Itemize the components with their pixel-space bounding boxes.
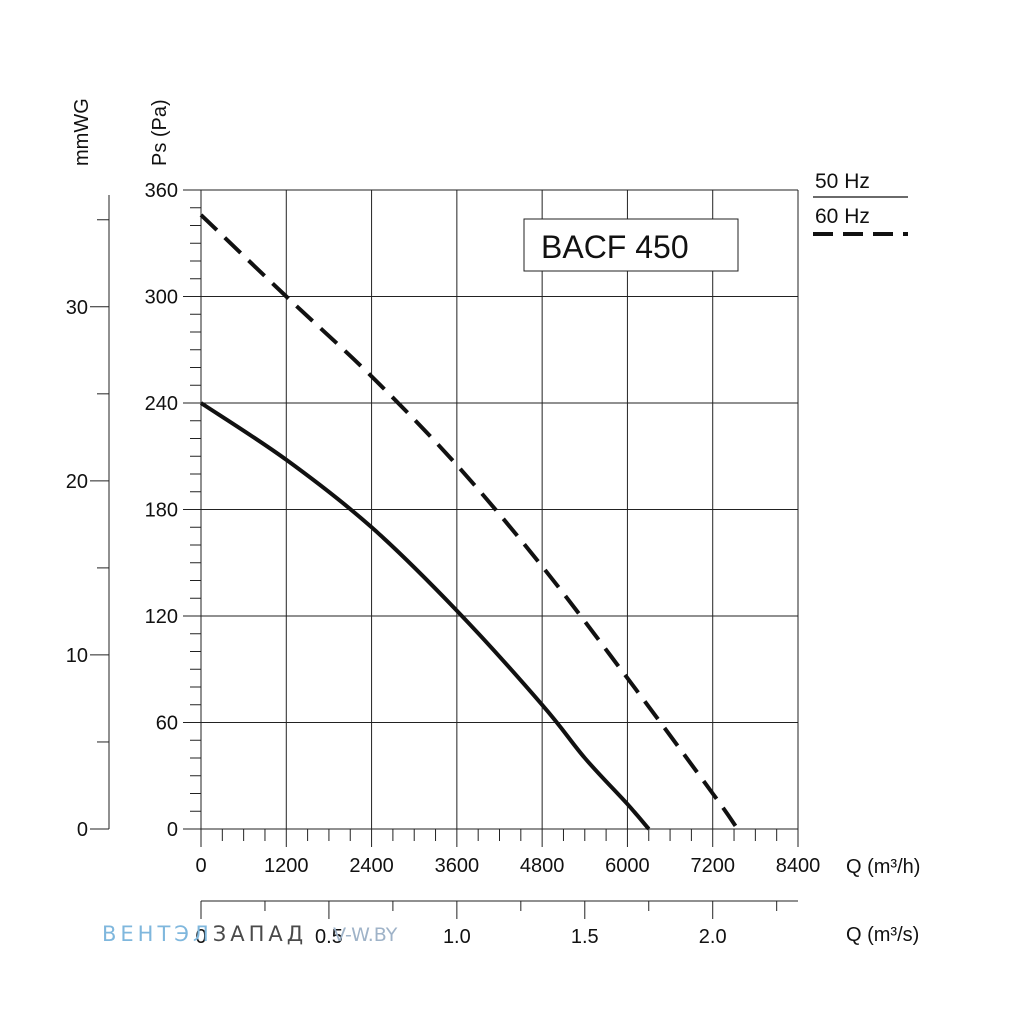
y-axis-title: Ps (Pa) — [149, 99, 171, 166]
y-tick-label: 360 — [145, 180, 178, 202]
y-secondary-tick-label: 30 — [66, 297, 88, 319]
curve-60hz — [199, 213, 740, 831]
y-tick-label: 180 — [145, 500, 178, 522]
x-tick-label: 3600 — [435, 855, 480, 877]
watermark: ВЕНТЭЛЗАПАД V-W.BY — [102, 922, 397, 946]
y-tick-label: 120 — [145, 606, 178, 628]
watermark-part3: V-W.BY — [333, 924, 398, 946]
chart-title: BACF 450 — [541, 229, 689, 265]
model-label-box — [523, 218, 739, 272]
y-secondary-tick-label: 0 — [77, 819, 88, 841]
curve-50hz — [199, 401, 651, 831]
x-tick-label: 8400 — [776, 855, 821, 877]
grid — [200, 189, 799, 830]
y-tick-label: 240 — [145, 393, 178, 415]
x-secondary-tick-label: 1.0 — [443, 926, 471, 948]
legend: 50 Hz 60 Hz — [813, 170, 908, 236]
x-tick-label: 1200 — [264, 855, 309, 877]
x-tick-label: 4800 — [520, 855, 565, 877]
watermark-part1: ВЕНТЭЛ — [102, 922, 213, 946]
x-tick-label: 6000 — [605, 855, 650, 877]
x-secondary-tick-label: 0 — [195, 926, 206, 948]
x-tick-label: 2400 — [349, 855, 394, 877]
legend-label-60hz: 60 Hz — [815, 205, 870, 228]
series-layer — [199, 213, 740, 831]
y-tick-label: 60 — [156, 713, 178, 735]
x-tick-label: 0 — [195, 855, 206, 877]
x-secondary-tick-label: 2.0 — [699, 926, 727, 948]
watermark-part2: ЗАПАД — [212, 922, 308, 946]
x-secondary-tick-label: 1.5 — [571, 926, 599, 948]
x-axis-secondary-title: Q (m³/s) — [846, 924, 919, 946]
y-axis-secondary-title: mmWG — [71, 98, 93, 166]
y-secondary-tick-label: 20 — [66, 471, 88, 493]
y-tick-label: 300 — [145, 287, 178, 309]
legend-label-50hz: 50 Hz — [815, 170, 870, 193]
x-axis-title: Q (m³/h) — [846, 856, 920, 878]
y-tick-label: 0 — [167, 819, 178, 841]
x-secondary-tick-label: 0.5 — [315, 926, 343, 948]
x-tick-label: 7200 — [690, 855, 735, 877]
y-secondary-tick-label: 10 — [66, 645, 88, 667]
